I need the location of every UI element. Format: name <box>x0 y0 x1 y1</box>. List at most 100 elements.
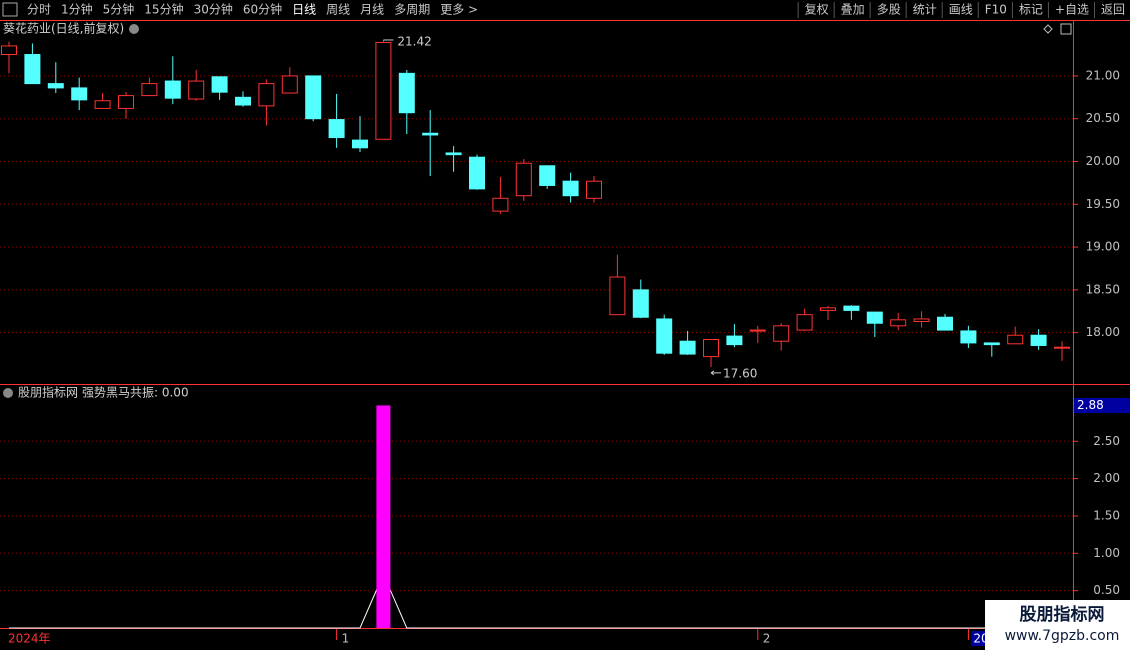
candle-body <box>141 83 158 97</box>
candle-body <box>913 318 930 323</box>
toolbar-item[interactable]: 分时 <box>27 3 51 17</box>
indicator-bar <box>376 405 391 628</box>
y-tick-label: 19.50 <box>1086 197 1120 211</box>
candle-body <box>445 152 462 156</box>
candle-body <box>492 197 509 212</box>
toolbar-item[interactable]: 月线 <box>360 3 384 17</box>
toolbar-item[interactable]: 周线 <box>326 3 350 17</box>
toolbar-item[interactable]: 30分钟 <box>194 2 233 17</box>
candle-body <box>375 42 392 140</box>
toolbar-button[interactable]: 叠加 <box>841 3 865 17</box>
toolbar-item[interactable]: 多周期 <box>394 3 430 17</box>
title-dropdown[interactable] <box>129 24 139 34</box>
candle-body <box>679 340 696 355</box>
candle-body <box>281 75 298 94</box>
candle-body <box>24 54 41 85</box>
candle-body <box>188 80 205 100</box>
candle-body <box>983 342 1000 346</box>
candle-body <box>352 139 368 149</box>
candle-body <box>843 305 860 311</box>
y-tick-label: 2.00 <box>1093 471 1120 485</box>
axis-readout-bg <box>1074 398 1130 413</box>
indicator-line <box>9 572 1062 629</box>
candle-body <box>1007 334 1024 345</box>
candle-body <box>1030 334 1047 346</box>
y-tick-label: 19.00 <box>1086 240 1120 254</box>
candle-body <box>469 156 485 190</box>
candle-body <box>328 119 345 139</box>
toolbar-item[interactable]: 更多 > <box>440 3 478 17</box>
panel-dropdown[interactable] <box>3 388 13 398</box>
toolbar-item[interactable]: 60分钟 <box>243 2 282 17</box>
toolbar-button[interactable]: F10 <box>985 3 1007 17</box>
toolbar-item[interactable]: 5分钟 <box>103 2 135 17</box>
toolbar-button[interactable]: 复权 <box>805 3 829 17</box>
toolbar-button[interactable]: 标记 <box>1019 3 1043 17</box>
axis-readout: 2.88 <box>1077 398 1104 412</box>
watermark-bg <box>985 600 1130 650</box>
indicator-readout: 强势黑马共振: 0.00 <box>82 386 189 400</box>
candle-body <box>820 307 836 311</box>
watermark-title: 股朋指标网 <box>1020 604 1105 625</box>
time-label: 2024年 <box>8 632 51 646</box>
toolbar-button[interactable]: 画线 <box>949 3 973 17</box>
time-label: 2 <box>763 632 771 646</box>
candle-body <box>609 276 626 316</box>
candle-body <box>562 180 579 197</box>
candle-body <box>796 314 813 331</box>
candle-body <box>586 180 602 199</box>
watermark-url: www.7gpzb.com <box>1005 628 1120 644</box>
y-tick-label: 21.00 <box>1086 68 1120 82</box>
toolbar-button[interactable]: 返回 <box>1101 3 1125 17</box>
candle-body <box>656 318 673 354</box>
time-label: 1 <box>342 632 350 646</box>
candle-body <box>94 100 111 109</box>
toolbar-button[interactable]: 多股 <box>877 3 901 17</box>
chart-title: 葵花药业(日线,前复权) <box>3 21 124 36</box>
candle-body <box>118 95 134 109</box>
candle-body <box>937 316 953 331</box>
y-tick-label: 18.00 <box>1086 325 1120 339</box>
candle-body <box>515 162 532 197</box>
candle-body <box>539 165 556 186</box>
candle-body <box>211 76 228 93</box>
y-tick-label: 2.50 <box>1093 434 1120 448</box>
candle-body <box>422 132 439 136</box>
candle-body <box>632 289 649 318</box>
y-tick-label: 0.50 <box>1093 583 1120 597</box>
candle-body <box>164 80 181 99</box>
max-label: 21.42 <box>397 34 431 48</box>
candle-body <box>773 325 790 342</box>
min-label: 17.60 <box>723 366 757 380</box>
panel-title: 股朋指标网 <box>18 385 78 400</box>
menu-icon[interactable] <box>2 2 18 17</box>
y-tick-label: 1.50 <box>1093 508 1120 522</box>
y-tick-label: 20.00 <box>1086 154 1120 168</box>
candle-body <box>726 335 743 346</box>
y-tick-label: 1.00 <box>1093 546 1120 560</box>
candle-body <box>960 330 977 344</box>
candle-body <box>1054 346 1070 349</box>
candle-body <box>398 72 415 114</box>
panel-icon[interactable] <box>1060 23 1072 35</box>
toolbar-item[interactable]: 15分钟 <box>144 2 183 17</box>
toolbar-item[interactable]: 日线 <box>292 3 316 17</box>
toolbar-item[interactable]: 1分钟 <box>61 2 93 17</box>
candle-body <box>258 83 275 107</box>
min-marker <box>710 370 721 376</box>
y-tick-label: 20.50 <box>1086 111 1120 125</box>
candle-body <box>305 75 322 120</box>
candle-body <box>703 338 719 358</box>
y-tick-label: 18.50 <box>1086 282 1120 296</box>
diamond-icon[interactable] <box>1043 24 1053 34</box>
candle-body <box>866 311 883 324</box>
candle-body <box>749 329 766 332</box>
toolbar-button[interactable]: 统计 <box>913 3 937 17</box>
candle-body <box>71 87 88 101</box>
candle-body <box>235 96 251 106</box>
candle-body <box>47 83 64 89</box>
toolbar-button[interactable]: +自选 <box>1055 3 1089 17</box>
candle-body <box>1 45 17 56</box>
